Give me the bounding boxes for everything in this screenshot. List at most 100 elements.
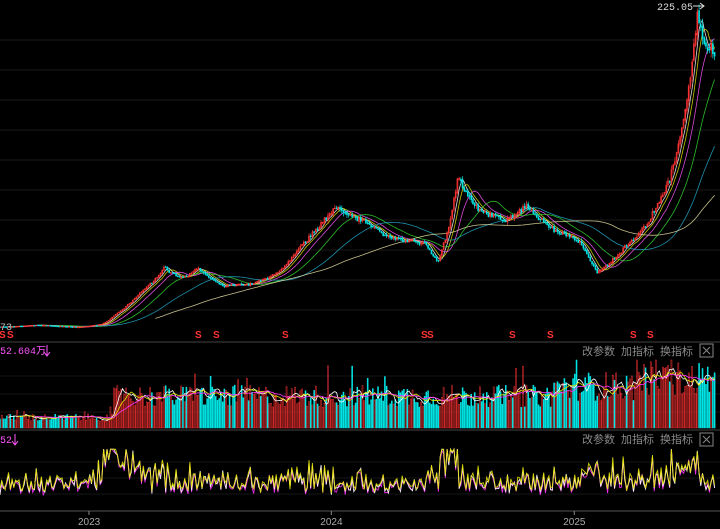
volume-bar <box>145 401 148 429</box>
volume-bar <box>289 395 291 429</box>
volume-bar <box>408 404 410 429</box>
candle <box>176 275 179 278</box>
candle <box>166 266 169 271</box>
volume-bar <box>700 379 702 429</box>
candle <box>491 212 493 218</box>
moving-average-lines <box>5 19 715 328</box>
volume-bar <box>247 400 250 429</box>
indicator-down-arrow-icon <box>11 434 19 446</box>
volume-modify-params-button[interactable]: 改参数 <box>582 344 615 358</box>
indicator-add-indicator-button[interactable]: 加指标 <box>621 432 654 446</box>
volume-bar <box>366 377 369 429</box>
candle <box>586 248 588 255</box>
volume-bar <box>627 381 630 429</box>
candle <box>608 262 611 266</box>
candle <box>230 283 233 286</box>
candle <box>373 225 376 230</box>
volume-bar <box>639 375 642 429</box>
candle <box>97 324 100 326</box>
price-grid <box>0 39 720 311</box>
candle <box>114 314 117 317</box>
volume-bar <box>156 392 158 429</box>
candle <box>446 231 448 244</box>
candle <box>548 223 550 231</box>
volume-bar <box>549 406 552 429</box>
candle <box>49 325 51 327</box>
volume-bar <box>128 394 131 429</box>
candle <box>527 201 530 211</box>
volume-bar <box>470 393 472 429</box>
candle <box>125 305 127 309</box>
candle <box>171 271 174 274</box>
volume-bar <box>437 405 440 429</box>
volume-bar <box>251 391 253 429</box>
candle <box>694 30 697 48</box>
moving-average-line <box>10 29 715 328</box>
candle <box>372 225 374 228</box>
candle <box>271 274 274 277</box>
volume-bar <box>340 394 343 429</box>
indicator-modify-params-button[interactable]: 改参数 <box>582 432 615 446</box>
candle <box>501 219 504 224</box>
candle <box>351 211 353 218</box>
candle <box>252 283 255 285</box>
volume-bar <box>694 393 697 429</box>
volume-bar <box>396 406 398 429</box>
volume-bar <box>199 389 201 429</box>
indicator-lines <box>0 447 716 496</box>
candle <box>544 219 547 225</box>
signal-marker: S <box>427 330 434 341</box>
volume-bar <box>465 392 467 429</box>
candle <box>430 249 433 255</box>
volume-bar <box>64 415 67 429</box>
candle <box>311 230 314 238</box>
volume-bar <box>263 390 265 429</box>
volume-bar <box>280 398 283 429</box>
candle <box>185 274 188 278</box>
candle <box>220 282 222 286</box>
candle <box>391 235 393 241</box>
volume-close-icon[interactable] <box>699 343 714 358</box>
volume-bar <box>275 395 277 429</box>
volume-add-indicator-button[interactable]: 加指标 <box>621 344 654 358</box>
indicator-close-icon[interactable] <box>699 432 714 447</box>
candle <box>6 326 8 328</box>
candle <box>520 207 523 215</box>
volume-bar <box>511 397 514 429</box>
candle <box>344 210 347 216</box>
candle <box>444 239 447 244</box>
volume-bar <box>394 399 397 429</box>
candle <box>147 284 150 289</box>
indicator-switch-indicator-button[interactable]: 换指标 <box>660 432 693 446</box>
candle <box>69 326 72 328</box>
volume-bar <box>579 393 581 429</box>
volume-bar <box>315 385 317 429</box>
candle <box>170 272 172 274</box>
volume-bar <box>19 415 22 429</box>
candle <box>530 207 533 212</box>
candle <box>517 210 519 216</box>
volume-bar <box>675 372 678 429</box>
candle <box>318 225 321 231</box>
candle <box>613 257 616 261</box>
volume-bar <box>506 390 509 429</box>
volume-switch-indicator-button[interactable]: 换指标 <box>660 344 693 358</box>
candle <box>408 240 410 243</box>
candle <box>121 308 124 312</box>
candle <box>111 316 114 320</box>
volume-bar <box>213 388 215 429</box>
volume-bar <box>163 386 165 429</box>
volume-bar <box>546 387 548 429</box>
candle <box>384 234 386 237</box>
candle <box>477 202 479 213</box>
candle <box>662 192 664 198</box>
candle <box>132 299 134 303</box>
volume-bar <box>313 390 315 429</box>
volume-bar <box>218 398 220 429</box>
volume-bar <box>653 379 655 429</box>
candle <box>563 230 566 235</box>
volume-bar <box>563 378 566 429</box>
candle <box>437 259 440 263</box>
volume-bar <box>510 396 512 429</box>
volume-bar <box>344 400 346 429</box>
